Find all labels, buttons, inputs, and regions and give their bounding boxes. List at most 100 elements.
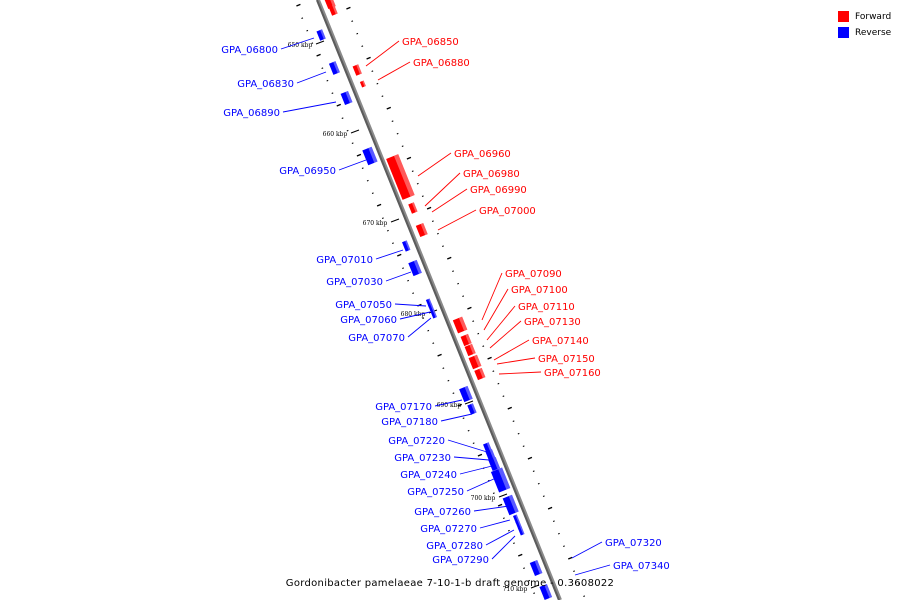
forward-gene-leader <box>493 339 530 361</box>
tick-left <box>427 329 430 332</box>
reverse-gene-glyph[interactable] <box>430 309 437 319</box>
tick-right <box>477 332 480 335</box>
tick-right <box>391 120 394 122</box>
forward-gene-glyph[interactable] <box>328 4 338 16</box>
forward-gene-label: GPA_07130 <box>524 317 581 328</box>
tick-right <box>547 506 553 510</box>
forward-gene-glyph[interactable] <box>460 333 472 347</box>
gene-highlight <box>498 467 511 490</box>
forward-gene-glyph[interactable] <box>474 367 486 381</box>
reverse-gene-glyph[interactable] <box>539 584 553 600</box>
reverse-gene-leader <box>440 413 473 422</box>
reverse-gene-glyph[interactable] <box>362 146 378 166</box>
forward-gene-glyph[interactable] <box>468 354 482 370</box>
forward-gene-label: GPA_06960 <box>454 149 511 160</box>
tick-left <box>336 103 342 107</box>
tick-right <box>346 6 351 10</box>
reverse-swatch <box>838 27 849 38</box>
tick-left <box>502 517 505 519</box>
map-title: Gordonibacter pamelaeae 7-10-1-b draft g… <box>285 578 615 589</box>
tick-left <box>412 292 415 294</box>
forward-gene-label: GPA_06990 <box>470 185 527 196</box>
tick-right <box>487 356 492 360</box>
forward-gene-glyph[interactable] <box>415 222 428 238</box>
forward-gene-glyph[interactable] <box>464 343 476 357</box>
reverse-gene-glyph[interactable] <box>402 240 411 252</box>
forward-gene-glyph[interactable] <box>359 80 366 88</box>
gene-highlight <box>517 520 523 529</box>
scale-label: 660 kbp <box>323 131 348 138</box>
reverse-gene-glyph[interactable] <box>408 259 422 277</box>
reverse-gene-glyph[interactable] <box>316 29 326 41</box>
tick-left <box>301 17 304 19</box>
reverse-gene-label: GPA_07170 <box>375 402 432 413</box>
reverse-gene-glyph[interactable] <box>459 385 473 403</box>
gene-body <box>452 316 468 334</box>
reverse-gene-leader <box>447 439 488 453</box>
tick-left <box>442 367 445 369</box>
reverse-gene-glyph[interactable] <box>467 403 477 415</box>
forward-gene-leader <box>377 61 411 81</box>
tick-right <box>386 106 392 110</box>
forward-gene-leader <box>365 40 400 67</box>
forward-gene-glyph[interactable] <box>386 154 415 200</box>
forward-gene-glyph[interactable] <box>452 316 468 334</box>
tick-left <box>331 92 334 94</box>
reverse-gene-glyph[interactable] <box>517 526 525 536</box>
tick-left <box>316 53 321 57</box>
reverse-gene-glyph[interactable] <box>529 560 543 576</box>
reverse-gene-leader <box>394 303 427 307</box>
tick-right <box>436 232 439 235</box>
tick-right <box>426 206 432 210</box>
gene-highlight <box>458 316 468 331</box>
reverse-gene-label: GPA_07050 <box>335 300 392 311</box>
tick-left <box>472 442 475 444</box>
gene-highlight <box>420 222 428 236</box>
gene-highlight <box>508 494 519 513</box>
forward-gene-label: GPA_06850 <box>402 37 459 48</box>
reverse-gene-leader <box>407 317 432 338</box>
forward-gene-glyph[interactable] <box>352 64 362 76</box>
tick-right <box>482 345 485 347</box>
tick-left <box>452 392 455 394</box>
reverse-gene-leader <box>473 505 510 512</box>
tick-left <box>487 479 490 482</box>
tick-right <box>467 306 472 310</box>
reverse-gene-label: GPA_06800 <box>221 45 278 56</box>
reverse-gene-glyph[interactable] <box>488 456 501 472</box>
tick-left <box>407 279 410 282</box>
tick-right <box>442 245 444 247</box>
gene-body <box>415 222 428 238</box>
reverse-gene-glyph[interactable] <box>502 494 519 516</box>
gene-body <box>517 526 525 536</box>
tick-right <box>351 20 354 22</box>
reverse-gene-leader <box>453 456 490 461</box>
gene-highlight <box>534 560 543 575</box>
reverse-gene-leader <box>571 541 603 559</box>
tick-left <box>492 492 495 494</box>
tick-right <box>472 320 475 322</box>
reverse-gene-leader <box>434 399 463 407</box>
gene-highlight <box>515 514 520 523</box>
tick-right <box>421 195 424 197</box>
gene-highlight <box>465 333 472 345</box>
tick-right <box>532 470 535 472</box>
gene-highlight <box>470 403 477 414</box>
tick-left <box>296 3 301 7</box>
tick-left <box>447 379 450 382</box>
reverse-gene-glyph[interactable] <box>340 90 353 106</box>
reverse-gene-label: GPA_06890 <box>223 108 280 119</box>
tick-right <box>502 395 505 397</box>
tick-right <box>583 595 586 597</box>
reverse-gene-leader <box>385 271 412 282</box>
forward-gene-glyph[interactable] <box>408 202 418 214</box>
tick-right <box>497 382 500 385</box>
reverse-gene-glyph[interactable] <box>490 467 511 493</box>
tick-right <box>462 295 465 297</box>
forward-swatch <box>838 11 849 22</box>
reverse-gene-glyph[interactable] <box>328 61 340 75</box>
forward-gene-leader <box>486 305 516 341</box>
tick-right <box>452 270 454 272</box>
tick-right <box>371 70 374 72</box>
